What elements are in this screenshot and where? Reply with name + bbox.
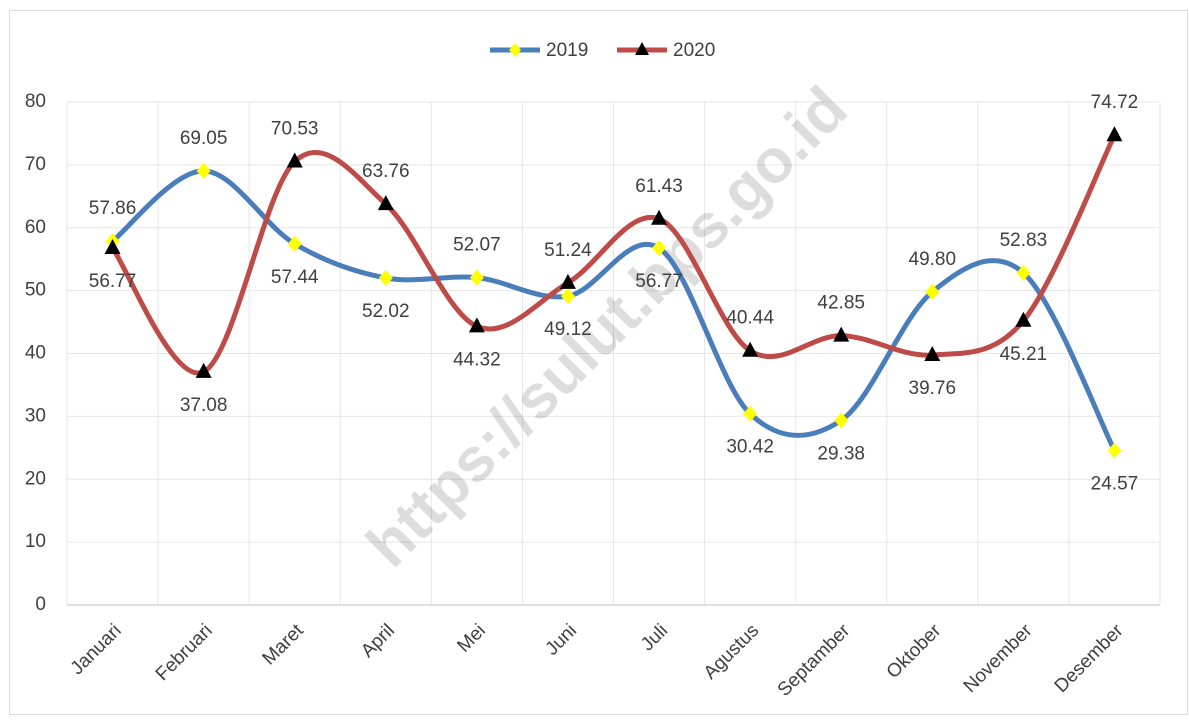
y-tick-label: 30 xyxy=(25,405,46,426)
legend-label: 2020 xyxy=(673,40,715,61)
marker xyxy=(378,269,393,286)
marker xyxy=(468,317,485,333)
marker xyxy=(833,326,850,342)
data-label: 49.80 xyxy=(909,249,957,270)
data-label: 52.02 xyxy=(362,301,410,322)
marker xyxy=(1015,311,1032,327)
marker xyxy=(924,346,941,362)
marker xyxy=(560,288,575,305)
marker xyxy=(377,195,394,211)
data-label: 39.76 xyxy=(909,378,957,399)
data-label: 52.83 xyxy=(1000,230,1048,251)
y-tick-label: 40 xyxy=(25,343,46,364)
legend-marker xyxy=(509,43,521,57)
marker xyxy=(559,273,576,289)
data-label: 37.08 xyxy=(180,395,228,416)
marker xyxy=(834,412,849,429)
data-label: 52.07 xyxy=(453,235,501,256)
data-label: 51.24 xyxy=(544,240,592,261)
marker xyxy=(743,405,758,422)
y-tick-label: 80 xyxy=(25,91,46,112)
marker xyxy=(925,283,940,300)
data-label: 24.57 xyxy=(1091,474,1139,495)
data-label: 63.76 xyxy=(362,161,410,182)
y-tick-label: 50 xyxy=(25,280,46,301)
chart-border xyxy=(9,10,1188,715)
data-label: 49.12 xyxy=(544,319,592,340)
legend: 2019 2020 xyxy=(490,40,715,61)
data-label: 70.53 xyxy=(271,119,319,140)
y-tick-label: 10 xyxy=(25,531,46,552)
series-line xyxy=(110,132,1117,376)
marker xyxy=(196,162,211,179)
data-label: 61.43 xyxy=(635,176,683,197)
y-tick-label: 20 xyxy=(25,468,46,489)
data-label: 74.72 xyxy=(1091,92,1139,113)
data-label: 57.86 xyxy=(89,198,137,219)
marker xyxy=(1107,442,1122,459)
data-label: 56.77 xyxy=(635,271,683,292)
y-tick-label: 70 xyxy=(25,154,46,175)
y-tick-label: 60 xyxy=(25,217,46,238)
data-label: 69.05 xyxy=(180,128,228,149)
marker xyxy=(286,152,303,168)
marker xyxy=(1016,264,1031,281)
data-label: 57.44 xyxy=(271,267,319,288)
marker xyxy=(652,240,667,257)
marker xyxy=(1106,126,1123,142)
y-tick-label: 0 xyxy=(35,594,46,615)
marker xyxy=(287,235,302,252)
data-label: 42.85 xyxy=(817,293,865,314)
data-label: 30.42 xyxy=(726,437,774,458)
data-label: 45.21 xyxy=(1000,344,1048,365)
marker xyxy=(651,209,668,225)
data-label: 44.32 xyxy=(453,349,501,370)
marker xyxy=(195,362,212,378)
data-label: 56.77 xyxy=(89,271,137,292)
data-label: 29.38 xyxy=(817,443,865,464)
marker xyxy=(469,269,484,286)
marker xyxy=(104,239,121,255)
legend-marker xyxy=(635,42,649,55)
data-label: 40.44 xyxy=(726,308,774,329)
legend-label: 2019 xyxy=(546,40,588,61)
marker xyxy=(742,341,759,357)
